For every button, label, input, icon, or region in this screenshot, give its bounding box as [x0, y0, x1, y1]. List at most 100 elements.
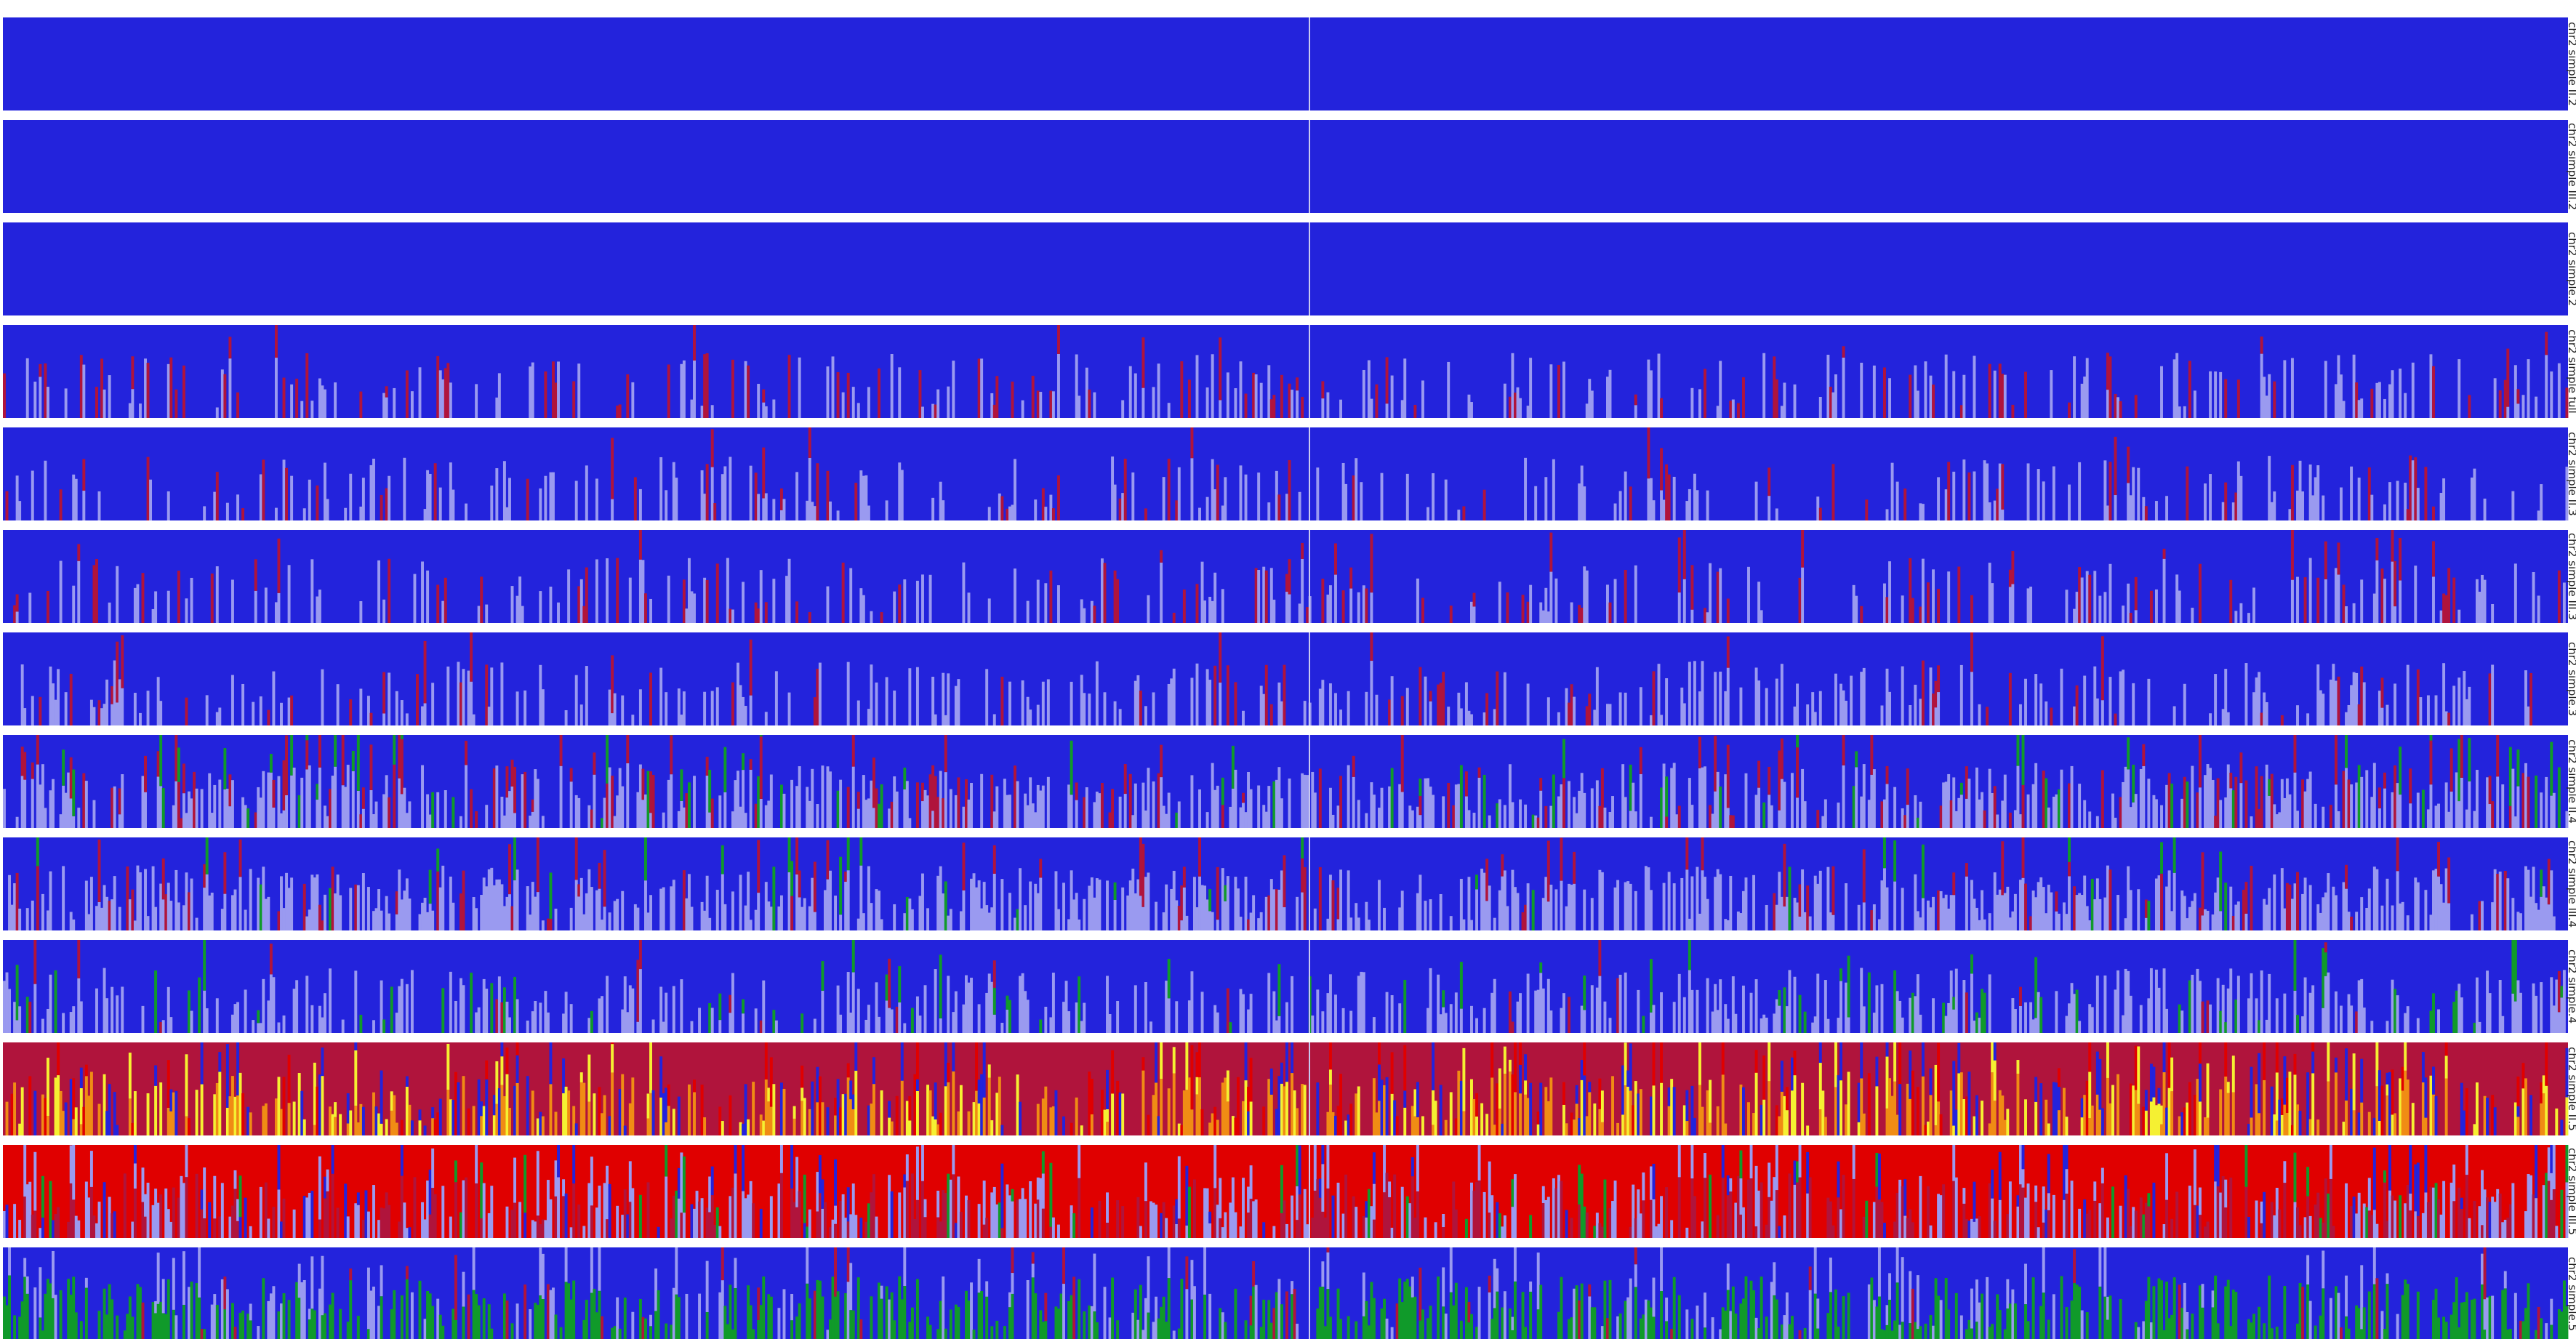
sample-segment: [233, 1170, 237, 1189]
sample-segment: [1909, 1098, 1912, 1135]
sample-segment: [1957, 1042, 1961, 1074]
sample-segment: [2322, 693, 2325, 725]
sample-segment: [1775, 1105, 1778, 1135]
sample-segment: [1198, 876, 1201, 930]
sample-segment: [646, 1093, 650, 1119]
sample-segment: [2090, 1105, 2094, 1135]
sample-segment: [1447, 361, 1450, 418]
sample-segment: [670, 886, 673, 930]
sample-segment: [410, 391, 414, 418]
sample-segment: [2075, 895, 2079, 930]
sample-segment: [2370, 494, 2374, 520]
sample-segment: [2442, 478, 2446, 520]
sample-segment: [1131, 868, 1135, 930]
sample-segment: [2352, 672, 2356, 725]
sample-segment: [1219, 683, 1222, 725]
sample-segment: [2424, 1117, 2428, 1135]
sample-segment: [1600, 1122, 1604, 1135]
sample-segment: [1041, 785, 1045, 828]
sample-segment: [1162, 912, 1165, 930]
sample-segment: [1296, 1186, 1299, 1221]
sample-segment: [2075, 685, 2079, 725]
sample-segment: [5, 972, 9, 1033]
sample-segment: [2483, 1189, 2487, 1238]
sample-segment: [2160, 1124, 2163, 1135]
sample-segment: [1775, 999, 1778, 1033]
sample-segment: [410, 1292, 414, 1339]
sample-segment: [767, 1294, 771, 1339]
sample-segment: [1380, 787, 1384, 828]
sample-segment: [2283, 360, 2287, 418]
sample-segment: [856, 989, 860, 1033]
sample-segment: [324, 805, 326, 828]
sample-segment: [1541, 1202, 1545, 1238]
sample-segment: [1160, 1042, 1163, 1079]
sample-segment: [1798, 1145, 1802, 1178]
sample-segment: [1372, 1219, 1376, 1238]
sample-segment: [1685, 837, 1689, 870]
sample-segment: [1221, 1227, 1224, 1238]
sample-segment: [515, 999, 519, 1033]
sample-segment: [577, 797, 581, 828]
sample-segment: [2432, 993, 2435, 1033]
sample-segment: [841, 562, 845, 623]
sample-segment: [710, 1166, 714, 1196]
sample-segment: [2198, 1063, 2202, 1102]
sample-segment: [2039, 1083, 2043, 1135]
sample-segment: [180, 818, 183, 828]
sample-segment: [816, 804, 819, 828]
sample-segment: [113, 660, 116, 725]
sample-segment: [1044, 507, 1048, 520]
sample-segment: [1075, 1002, 1078, 1033]
sample-segment: [2345, 1048, 2348, 1101]
sample-segment: [2352, 1197, 2356, 1238]
sample-segment: [1501, 854, 1504, 877]
sample-segment: [54, 1214, 57, 1238]
sample-segment: [1970, 973, 1973, 1033]
sample-segment: [1752, 874, 1756, 930]
sample-segment: [2447, 712, 2451, 725]
sample-segment: [2552, 792, 2556, 828]
sample-segment: [318, 1005, 321, 1033]
sample-segment: [339, 1114, 342, 1135]
sample-segment: [982, 1181, 986, 1225]
sample-segment: [779, 1082, 783, 1135]
sample-segment: [2449, 748, 2453, 792]
sample-segment: [1506, 592, 1509, 623]
sample-segment: [1986, 707, 1989, 725]
sample-segment: [685, 898, 689, 930]
sample-segment: [1070, 870, 1073, 930]
sample-segment: [1121, 493, 1125, 520]
sample-segment: [841, 1194, 845, 1238]
sample-segment: [2008, 569, 2012, 587]
sample-segment: [92, 800, 96, 828]
sample-segment: [1293, 1090, 1296, 1135]
sample-segment: [757, 840, 761, 893]
sample-segment: [1519, 398, 1522, 418]
sample-segment: [485, 886, 489, 930]
sample-segment: [1411, 810, 1414, 828]
sample-segment: [849, 1214, 853, 1238]
sample-segment: [1413, 1116, 1417, 1135]
sample-segment: [69, 1183, 73, 1238]
sample-segment: [69, 757, 73, 799]
sample-segment: [2031, 1019, 2035, 1033]
sample-segment: [1662, 763, 1666, 828]
sample-segment: [1526, 973, 1530, 1033]
sample-segment: [236, 494, 239, 520]
sample-segment: [1780, 779, 1783, 828]
sample-segment: [2550, 1145, 2553, 1173]
sample-segment: [1424, 778, 1427, 828]
sample-segment: [1362, 1215, 1365, 1238]
sample-segment: [1959, 782, 1963, 795]
sample-segment: [1231, 788, 1235, 828]
sample-segment: [2008, 917, 2012, 930]
sample-segment: [2204, 909, 2207, 930]
sample-segment: [1706, 978, 1709, 1033]
sample-segment: [811, 1081, 814, 1135]
sample-segment: [59, 1290, 63, 1339]
sample-segment: [821, 990, 824, 1033]
sample-segment: [495, 999, 499, 1033]
sample-segment: [1262, 1222, 1266, 1238]
sample-segment: [977, 1204, 981, 1238]
